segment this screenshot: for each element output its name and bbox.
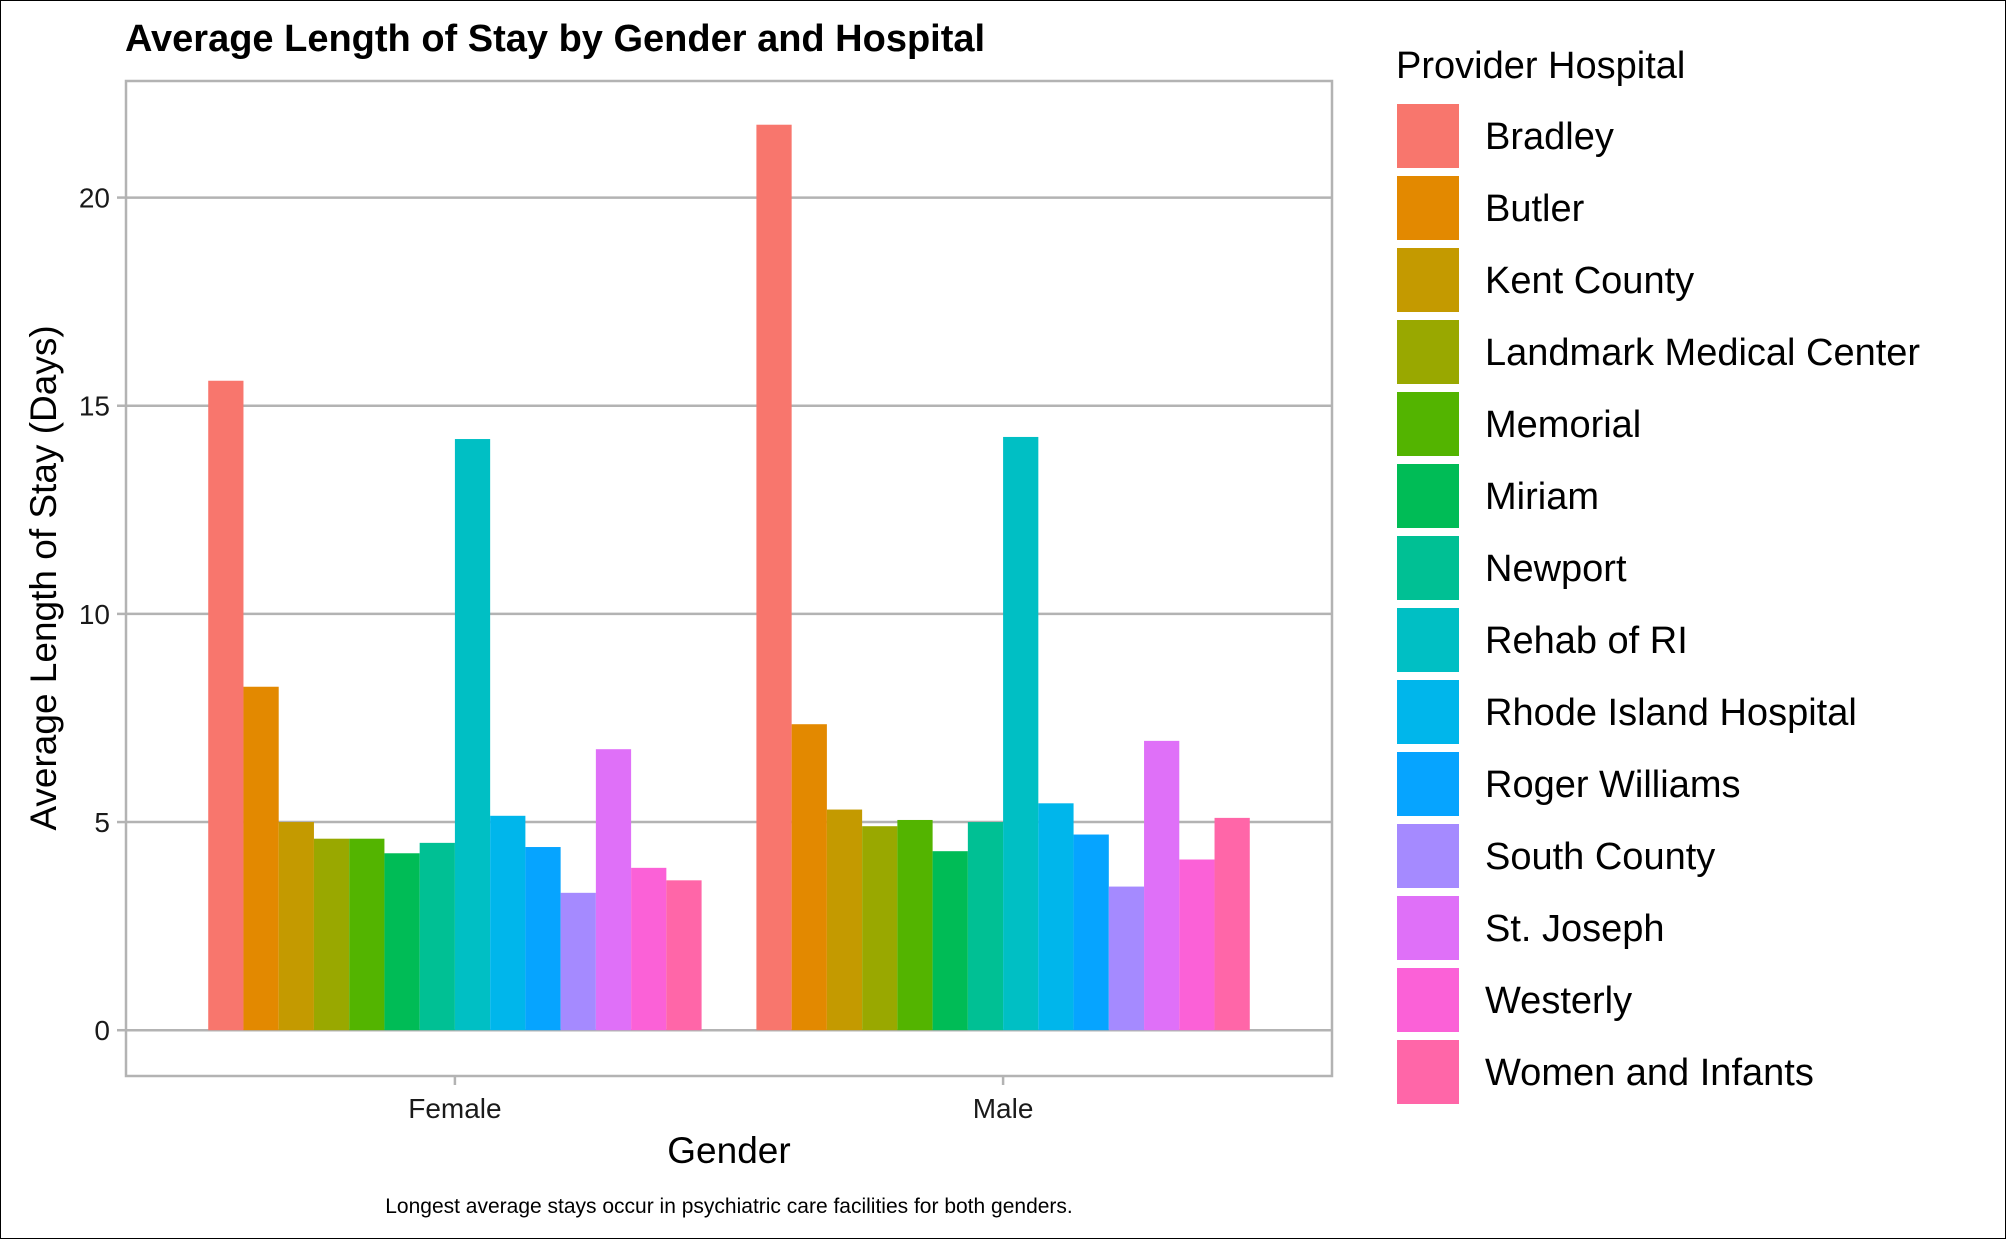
bar-st-joseph-male	[1144, 740, 1180, 1031]
bar-south-county-female	[560, 892, 596, 1031]
bar-rhode-island-hospital-female	[490, 815, 526, 1031]
bar-rehab-of-ri-female	[454, 439, 491, 1031]
legend-key	[1397, 536, 1459, 600]
legend-label: Memorial	[1485, 404, 1641, 446]
legend-title: Provider Hospital	[1396, 45, 1685, 87]
bar-st-joseph-female	[595, 749, 632, 1031]
legend-key	[1397, 968, 1459, 1032]
bar-butler-female	[243, 686, 279, 1031]
x-axis-title: Gender	[667, 1130, 790, 1171]
y-tick-label: 20	[79, 183, 110, 214]
y-tick-label: 10	[79, 599, 110, 630]
bar-westerly-male	[1179, 859, 1215, 1031]
legend-label: Rehab of RI	[1485, 620, 1688, 662]
y-axis-title: Average Length of Stay (Days)	[23, 325, 64, 830]
bar-miriam-male	[932, 851, 968, 1031]
bar-roger-williams-male	[1073, 834, 1109, 1031]
bar-westerly-female	[631, 867, 667, 1031]
bar-bradley-female	[208, 380, 244, 1031]
plot-panel-border	[124, 79, 1334, 1078]
bars	[208, 124, 1250, 1031]
legend-label: Women and Infants	[1485, 1052, 1814, 1094]
legend-label: Rhode Island Hospital	[1485, 692, 1857, 734]
legend-label: Roger Williams	[1485, 764, 1740, 806]
bar-memorial-male	[897, 819, 933, 1031]
legend-key	[1397, 608, 1459, 672]
legend-label: Landmark Medical Center	[1485, 332, 1920, 374]
legend-key	[1397, 680, 1459, 744]
bar-miriam-female	[384, 853, 420, 1031]
bar-roger-williams-female	[525, 847, 561, 1031]
legend-key	[1397, 464, 1459, 528]
y-tick-label: 15	[79, 391, 110, 422]
legend-label: Bradley	[1485, 116, 1614, 158]
legend-label: Miriam	[1485, 476, 1599, 518]
bar-rhode-island-hospital-male	[1038, 803, 1074, 1031]
legend-key	[1397, 392, 1459, 456]
y-tick-label: 5	[94, 807, 110, 838]
chart-caption: Longest average stays occur in psychiatr…	[385, 1195, 1073, 1218]
bar-memorial-female	[349, 838, 385, 1031]
bar-kent-county-female	[278, 822, 314, 1031]
bar-butler-male	[791, 724, 827, 1031]
legend-key	[1397, 248, 1459, 312]
legend-key	[1397, 752, 1459, 816]
bar-newport-female	[419, 842, 455, 1031]
y-tick-label: 0	[94, 1015, 110, 1046]
bar-rehab-of-ri-male	[1003, 436, 1039, 1031]
legend-label: Kent County	[1485, 260, 1694, 302]
bar-landmark-medical-center-male	[862, 826, 898, 1031]
bar-landmark-medical-center-female	[313, 838, 350, 1031]
legend-key	[1397, 1040, 1459, 1104]
bar-women-and-infants-male	[1214, 817, 1250, 1031]
legend: Bradley Butler Kent County Landmark Medical…	[1397, 104, 1920, 1104]
chart-title: Average Length of Stay by Gender and Hos…	[125, 18, 985, 60]
legend-key	[1397, 104, 1459, 168]
bar-women-and-infants-female	[666, 880, 702, 1031]
bar-kent-county-male	[826, 809, 863, 1031]
legend-key	[1397, 824, 1459, 888]
x-tick-label: Female	[408, 1093, 501, 1124]
legend-key	[1397, 896, 1459, 960]
y-axis: 0 5 10 15 20	[79, 183, 126, 1046]
x-tick-label: Male	[973, 1093, 1034, 1124]
legend-label: St. Joseph	[1485, 908, 1665, 950]
legend-label: Newport	[1485, 548, 1627, 590]
legend-key	[1397, 320, 1459, 384]
bar-bradley-male	[756, 124, 792, 1031]
legend-label: Butler	[1485, 188, 1585, 230]
bar-south-county-male	[1108, 886, 1145, 1031]
x-axis: Female Male	[408, 1076, 1033, 1124]
legend-label: Westerly	[1485, 980, 1632, 1022]
legend-key	[1397, 176, 1459, 240]
legend-label: South County	[1485, 836, 1715, 878]
bar-newport-male	[967, 822, 1004, 1031]
